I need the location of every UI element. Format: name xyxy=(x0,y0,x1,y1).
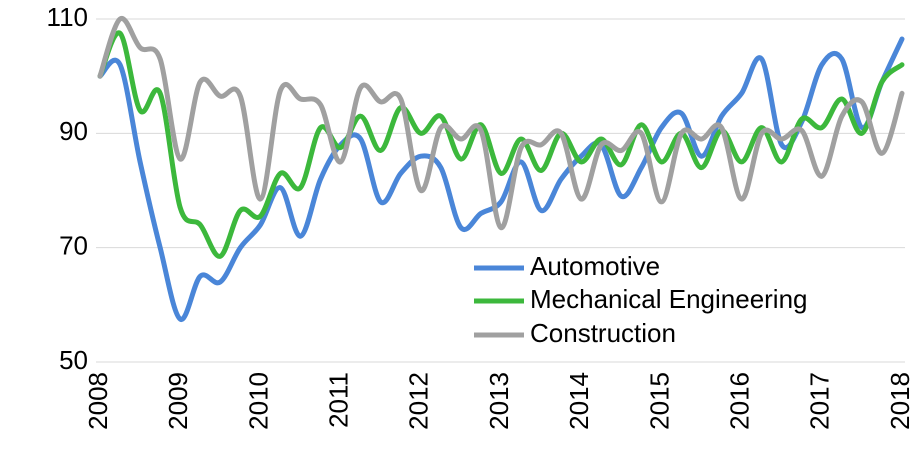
x-tick-label: 2014 xyxy=(564,372,594,430)
legend-label: Automotive xyxy=(530,251,660,281)
series-line xyxy=(97,16,905,231)
series-line xyxy=(97,36,905,322)
x-tick-label: 2013 xyxy=(484,372,514,430)
x-tick-label: 2018 xyxy=(885,372,914,430)
x-tick-label: 2016 xyxy=(724,372,754,430)
x-tick-label: 2011 xyxy=(323,372,353,428)
legend-label: Mechanical Engineering xyxy=(530,284,808,314)
y-tick-label: 50 xyxy=(59,345,88,375)
x-tick-label: 2010 xyxy=(243,372,273,430)
y-tick-label: 70 xyxy=(59,231,88,261)
x-tick-label: 2008 xyxy=(83,372,113,430)
legend-label: Construction xyxy=(530,318,676,348)
x-tick-label: 2009 xyxy=(163,372,193,430)
y-tick-label: 90 xyxy=(59,116,88,146)
x-tick-label: 2015 xyxy=(644,372,674,430)
y-tick-label: 110 xyxy=(47,2,88,32)
x-tick-label: 2012 xyxy=(404,372,434,430)
x-tick-label: 2017 xyxy=(805,372,835,430)
